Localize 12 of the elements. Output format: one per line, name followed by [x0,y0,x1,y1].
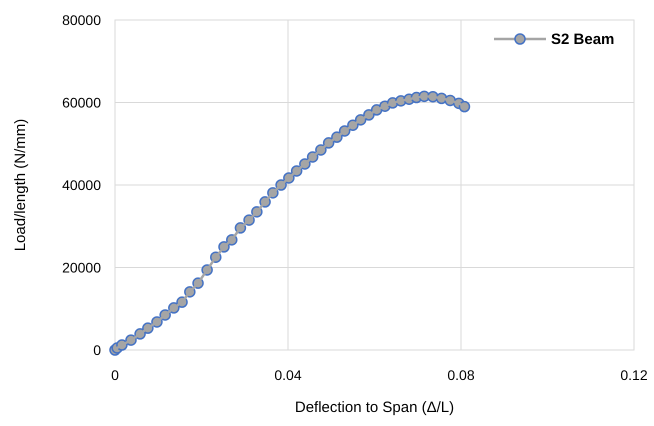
y-tick-label: 40000 [62,177,102,193]
x-tick-label: 0.08 [447,367,475,383]
x-tick-label: 0 [111,367,120,383]
y-tick-label: 80000 [62,12,102,28]
legend-label: S2 Beam [551,31,614,48]
y-tick-label: 60000 [62,94,102,110]
y-tick-label: 20000 [62,260,102,276]
y-tick-label: 0 [93,342,102,358]
x-tick-label: 0.12 [620,367,648,383]
y-axis-title: Load/length (N/mm) [12,118,29,252]
x-axis-title: Deflection to Span (Δ/L) [294,399,454,416]
x-tick-label: 0.04 [274,367,302,383]
